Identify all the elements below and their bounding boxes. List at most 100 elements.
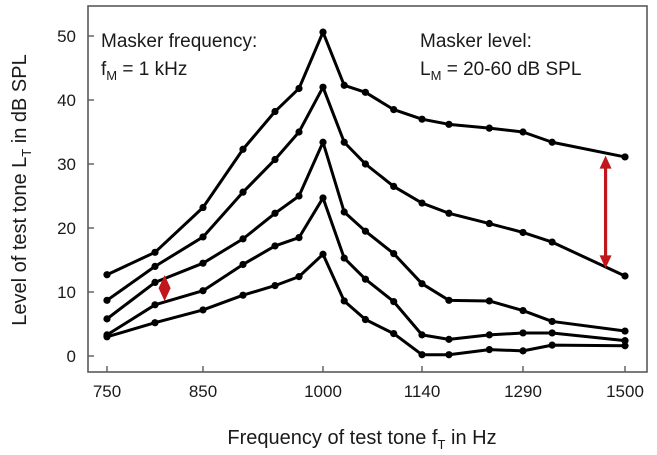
- series-line-4: [106, 196, 626, 343]
- red-arrow-head-up: [599, 155, 612, 169]
- series-group: [103, 28, 629, 359]
- data-point: [239, 235, 247, 243]
- data-point: [199, 259, 207, 267]
- data-point: [445, 296, 453, 304]
- data-point: [621, 272, 629, 280]
- data-point: [445, 335, 453, 343]
- y-tick-label: 40: [57, 91, 76, 110]
- data-point: [295, 84, 303, 93]
- data-point: [621, 337, 629, 345]
- data-point: [621, 342, 629, 350]
- series-line-2: [106, 85, 626, 302]
- data-point: [361, 88, 370, 96]
- data-point: [519, 329, 527, 337]
- x-axis: 750 850 1000 1140 1290 1500: [93, 366, 644, 401]
- data-point: [151, 248, 159, 256]
- plot-frame: [87, 5, 648, 373]
- data-point: [199, 233, 207, 241]
- red-diamond-marker: [158, 275, 171, 302]
- x-tick-label: 850: [189, 382, 217, 401]
- data-point: [271, 107, 279, 116]
- data-point: [621, 153, 629, 161]
- data-point: [445, 120, 453, 128]
- data-point: [319, 194, 327, 202]
- data-point: [390, 298, 398, 306]
- data-point: [485, 346, 493, 354]
- data-point: [340, 208, 348, 216]
- data-point: [151, 278, 159, 286]
- x-tick-label: 1290: [504, 382, 542, 401]
- series-line-5: [106, 252, 626, 357]
- data-point: [319, 250, 327, 258]
- data-point: [103, 333, 111, 341]
- data-point: [418, 115, 426, 123]
- data-point: [295, 192, 303, 200]
- data-point: [390, 106, 398, 114]
- data-point: [151, 262, 159, 270]
- data-point: [319, 28, 327, 36]
- data-point: [390, 182, 398, 190]
- series-line-1: [106, 30, 626, 277]
- data-point: [519, 228, 527, 237]
- y-axis: 0 10 20 30 40 50: [57, 27, 94, 366]
- marker-group: [158, 155, 612, 302]
- data-point: [319, 138, 327, 146]
- data-point: [519, 306, 527, 315]
- data-point: [271, 155, 279, 164]
- data-point: [103, 271, 111, 279]
- data-point: [239, 145, 247, 153]
- data-point: [103, 315, 111, 323]
- y-tick-label: 50: [57, 27, 76, 46]
- annotation-masker-frequency-value: fM = 1 kHz: [101, 59, 187, 83]
- data-point: [340, 81, 348, 89]
- data-point: [519, 347, 527, 355]
- data-point: [361, 160, 370, 168]
- data-point: [340, 297, 348, 305]
- x-tick-label: 1000: [304, 382, 342, 401]
- data-point: [445, 351, 453, 359]
- y-tick-label: 30: [57, 155, 76, 174]
- data-point: [548, 341, 556, 349]
- data-point: [199, 203, 207, 212]
- data-point: [548, 238, 556, 246]
- data-point: [485, 331, 493, 339]
- data-point: [361, 315, 370, 324]
- data-point: [239, 291, 247, 299]
- data-point: [548, 329, 556, 337]
- data-point: [418, 331, 426, 339]
- data-point: [485, 124, 493, 132]
- data-point: [390, 330, 398, 338]
- data-point: [295, 128, 303, 136]
- plot-border: [87, 5, 648, 373]
- data-point: [271, 209, 279, 217]
- x-tick-label: 1500: [606, 382, 644, 401]
- data-point: [199, 287, 207, 295]
- data-point: [418, 351, 426, 359]
- data-point: [445, 209, 453, 217]
- data-point: [295, 273, 303, 281]
- y-tick-label: 20: [57, 219, 76, 238]
- data-point: [239, 260, 247, 269]
- series-line-3: [106, 140, 626, 333]
- data-point: [199, 306, 207, 314]
- annotation-masker-level-value: LM = 20-60 dB SPL: [420, 59, 581, 83]
- data-point: [548, 138, 556, 146]
- data-point: [319, 83, 327, 91]
- data-point: [418, 280, 426, 288]
- data-point: [340, 254, 348, 262]
- red-arrow-head-down: [599, 255, 612, 269]
- y-axis-title: Level of test tone LT in dB SPL: [9, 54, 34, 325]
- x-tick-label: 750: [93, 382, 121, 401]
- data-point: [548, 317, 556, 326]
- data-point: [390, 250, 398, 258]
- data-point: [151, 301, 159, 309]
- data-point: [485, 297, 493, 305]
- data-point: [151, 319, 159, 327]
- annotation-masker-level-title: Masker level:: [420, 31, 532, 52]
- data-point: [271, 242, 279, 250]
- data-point: [418, 199, 426, 207]
- data-point: [103, 296, 111, 304]
- data-point: [271, 282, 279, 290]
- y-tick-label: 0: [67, 347, 76, 366]
